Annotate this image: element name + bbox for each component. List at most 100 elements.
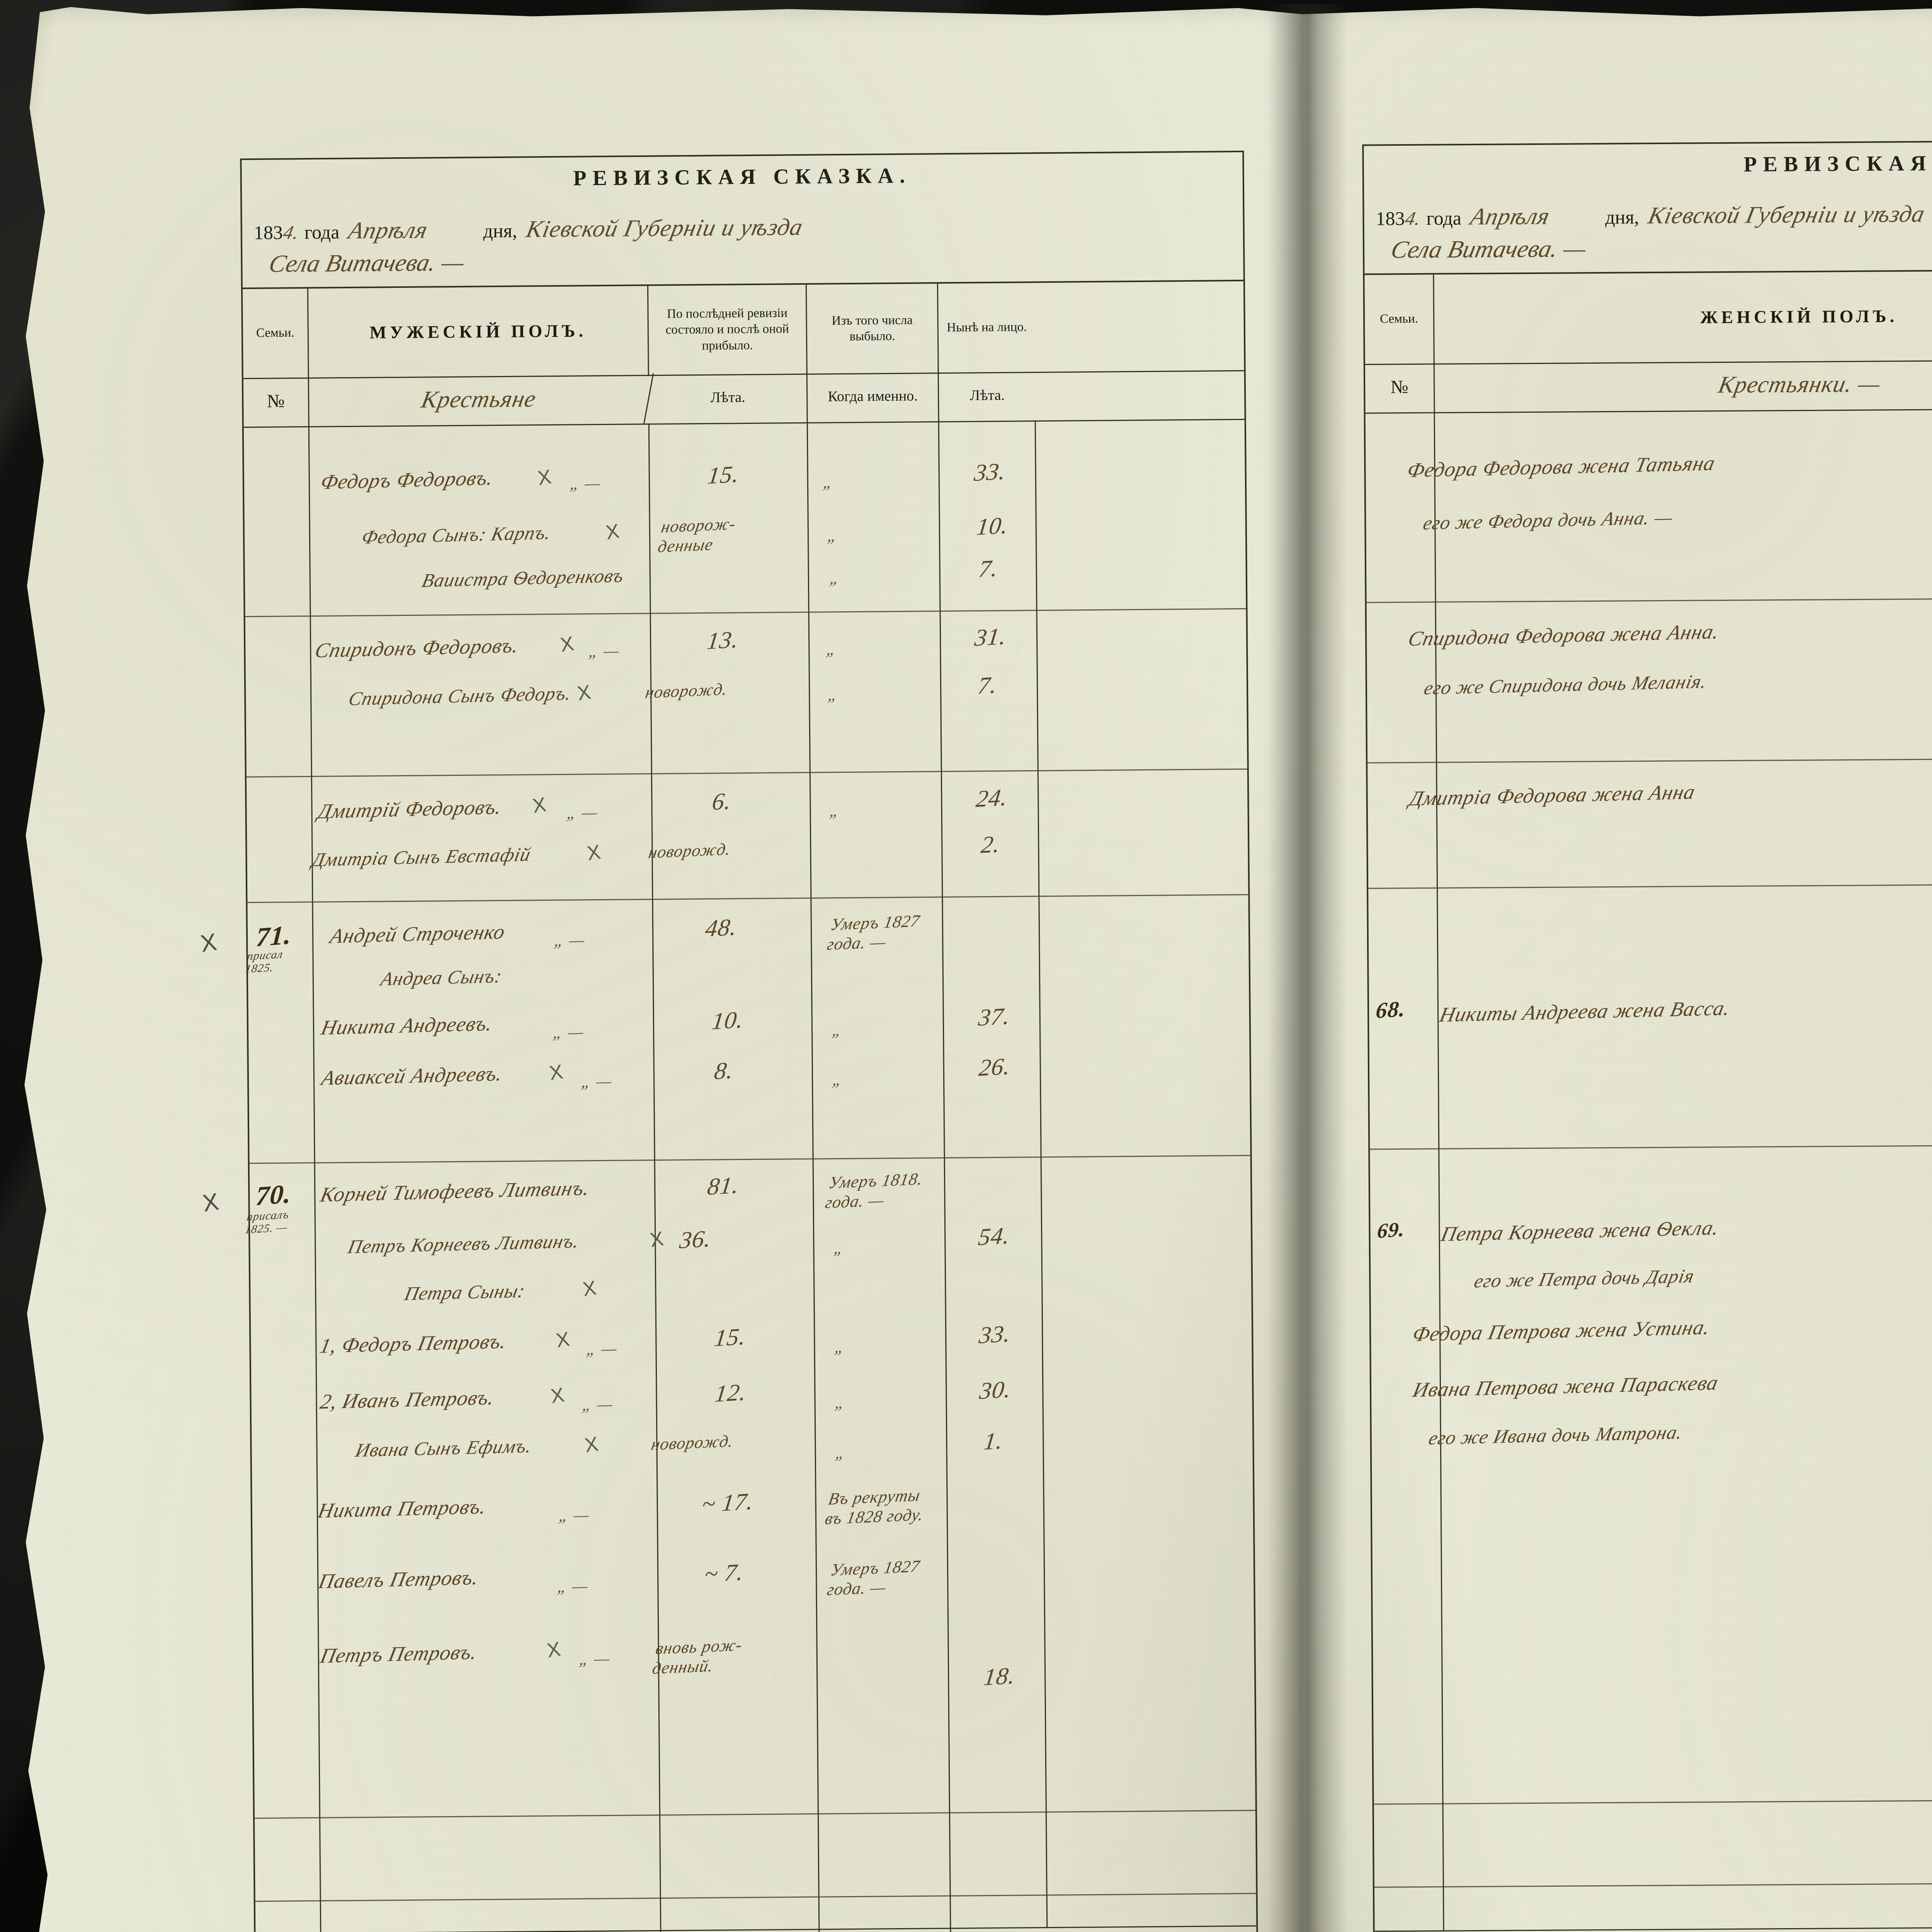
record-name: Андрей Строченко <box>328 920 507 948</box>
record-years-prev: новорожд. <box>644 679 729 702</box>
record-when: Умеръ 1818. года. — <box>824 1169 924 1212</box>
header-row-sub-left: № Крестьяне Лѣта. Когда именно. Лѣта. <box>243 368 1245 428</box>
record-name: 1, Федоръ Петровъ. <box>318 1329 509 1357</box>
subheader-years-now-male: Лѣта. <box>970 387 1005 404</box>
record-dash: „ — <box>585 1338 619 1359</box>
record-name: Павелъ Петровъ. <box>316 1565 481 1593</box>
page-title-left: РЕВИЗСКАЯ СКАЗКА. <box>573 163 912 190</box>
header-present-male: Нынѣ на лицо. <box>947 320 1027 335</box>
record-years-prev: вновь рож- денный. <box>651 1635 744 1678</box>
record-years-prev: 8. <box>713 1057 735 1085</box>
family-note: присалъ 1825. — <box>244 1208 290 1236</box>
record-dash: „ — <box>553 930 587 950</box>
record-years-prev: 6. <box>711 788 733 815</box>
family-number: 69. <box>1376 1217 1406 1243</box>
record-years-now: 1. <box>982 1427 1005 1455</box>
header-row-sub-right: № Крестьянки. — Съ котораго времени. Лѣт… <box>1365 355 1932 414</box>
header-row-main-left: Семьи. МУЖЕСКІЙ ПОЛЪ. По послѣдней ревиз… <box>242 279 1244 379</box>
record-years-now: 10. <box>975 512 1010 541</box>
day-word-right: дня, <box>1605 206 1639 228</box>
record-name: Дмитрій Федоровъ. <box>316 795 504 823</box>
record-years-prev: ~ 7. <box>703 1559 745 1588</box>
record-name: Федоръ Федоровъ. <box>318 466 496 494</box>
subheader-years-prev-male: Лѣта. <box>649 372 808 423</box>
record-name: 2, Иванъ Петровъ. <box>318 1386 497 1413</box>
village-left: Села Витачева. — <box>267 248 467 277</box>
record-years-now: 18. <box>982 1662 1017 1691</box>
record-dash: „ — <box>568 473 603 493</box>
record-years-now: 37. <box>977 1003 1012 1031</box>
record-name: Петръ Петровъ. <box>318 1640 480 1668</box>
record-years-prev: 48. <box>704 914 738 942</box>
record-years-now: 7. <box>977 555 1000 583</box>
male-census-table: РЕВИЗСКАЯ СКАЗКА. 1834. года Апрѣля дня,… <box>199 150 1259 1932</box>
record-years-prev: 10. <box>710 1007 745 1035</box>
village-right: Села Витачева. — <box>1388 235 1589 264</box>
record-name: Никита Петровъ. <box>316 1495 489 1522</box>
left-page-leaf <box>24 7 1302 1932</box>
subheader-number-right: № <box>1365 362 1435 413</box>
year-prefix-left: 183 <box>253 221 283 244</box>
place-left: Кіевской Губерніи и уѣзда <box>524 214 805 243</box>
dateline-right: 1834. года Апрѣля дня, Кіевской Губерніи… <box>1376 197 1932 231</box>
record-years-prev: 15. <box>706 461 741 489</box>
record-name: Андреа Сынъ: <box>379 965 504 990</box>
record-dash: „ — <box>557 1505 592 1525</box>
record-name: Петра Сыны: <box>403 1279 527 1304</box>
month-right: Апрѣля <box>1468 203 1552 230</box>
record-years-now: 33. <box>973 458 1007 486</box>
male-total-blank-prev <box>661 1930 820 1932</box>
record-years-now: 30. <box>978 1376 1013 1405</box>
header-departed: Изъ того числа выбыло. <box>806 284 939 374</box>
family-number: 70. <box>255 1179 292 1212</box>
record-name: Никита Андреевъ. <box>319 1012 495 1039</box>
record-years-prev: 36. <box>678 1225 713 1254</box>
record-name: Ивана Сынъ Ефимъ. <box>353 1435 534 1461</box>
header-family-left: Семьи. <box>242 288 309 378</box>
record-years-prev: новорожд. <box>650 1431 735 1454</box>
record-dash: „ — <box>587 641 622 661</box>
year-prefix-right: 183 <box>1376 207 1405 230</box>
header-prev-revision: По послѣдней ревизіи состояло и послѣ он… <box>648 284 808 375</box>
open-ledger-book: 100 РЕВИЗСКАЯ СКАЗКА. 1834. года Апрѣля … <box>19 4 1932 1932</box>
month-left: Апрѣля <box>346 217 430 244</box>
right-page-leaf <box>1302 8 1932 1932</box>
place-right: Кіевской Губерніи и уѣзда <box>1646 201 1927 229</box>
record-name: Авиаксей Андреевъ. <box>319 1061 505 1090</box>
page-title-right: РЕВИЗСКАЯ СКАЗКА. <box>1743 150 1932 177</box>
female-table-body: Федора Федорова жена Татьяна X „ — 28. е… <box>1365 406 1932 1932</box>
day-word-left: дня, <box>483 219 517 242</box>
header-family-right: Семьи. <box>1364 274 1435 364</box>
record-years-prev: 13. <box>705 626 740 655</box>
family-note: присал 1825. <box>244 948 284 976</box>
subheader-estate-female: Крестьянки. — <box>1430 357 1932 412</box>
record-years-now: 33. <box>978 1320 1012 1349</box>
dateline-left: 1834. года Апрѣля дня, Кіевской Губерніи… <box>254 210 1239 245</box>
record-years-prev: новорожд. <box>647 839 732 862</box>
record-years-now: 54. <box>977 1222 1012 1251</box>
header-sex-male: МУЖЕСКІЙ ПОЛЪ. <box>308 286 649 378</box>
year-word-left: года <box>304 221 340 243</box>
record-dash: „ — <box>578 1649 612 1669</box>
family-number: 68. <box>1375 996 1406 1024</box>
subheader-when-male: Когда именно. <box>807 371 939 422</box>
header-row-main-right: Семьи. ЖЕНСКІЙ ПОЛЪ. Во временной отлучк… <box>1364 267 1932 365</box>
record-when: Въ рекруты въ 1828 году. <box>823 1485 925 1528</box>
record-dash: „ — <box>581 1395 615 1415</box>
year-suffix-left: 4. <box>281 221 301 243</box>
record-years-prev: ~ 17. <box>701 1488 755 1518</box>
record-dash: „ — <box>565 803 600 823</box>
header-sex-female: ЖЕНСКІЙ ПОЛЪ. <box>1434 270 1932 364</box>
record-years-prev: 81. <box>706 1172 741 1200</box>
record-years-prev: новорож- денные <box>656 514 738 556</box>
record-years-now: 24. <box>975 784 1009 813</box>
record-years-prev: 12. <box>713 1379 748 1407</box>
record-years-prev: 15. <box>713 1323 748 1352</box>
record-dash: „ — <box>580 1071 614 1092</box>
record-years-now: 31. <box>973 623 1008 651</box>
male-total-blank-when <box>820 1929 952 1932</box>
record-years-now: 7. <box>976 672 998 699</box>
record-when: Умеръ 1827 года. — <box>826 911 922 954</box>
record-dash: „ — <box>551 1022 586 1042</box>
